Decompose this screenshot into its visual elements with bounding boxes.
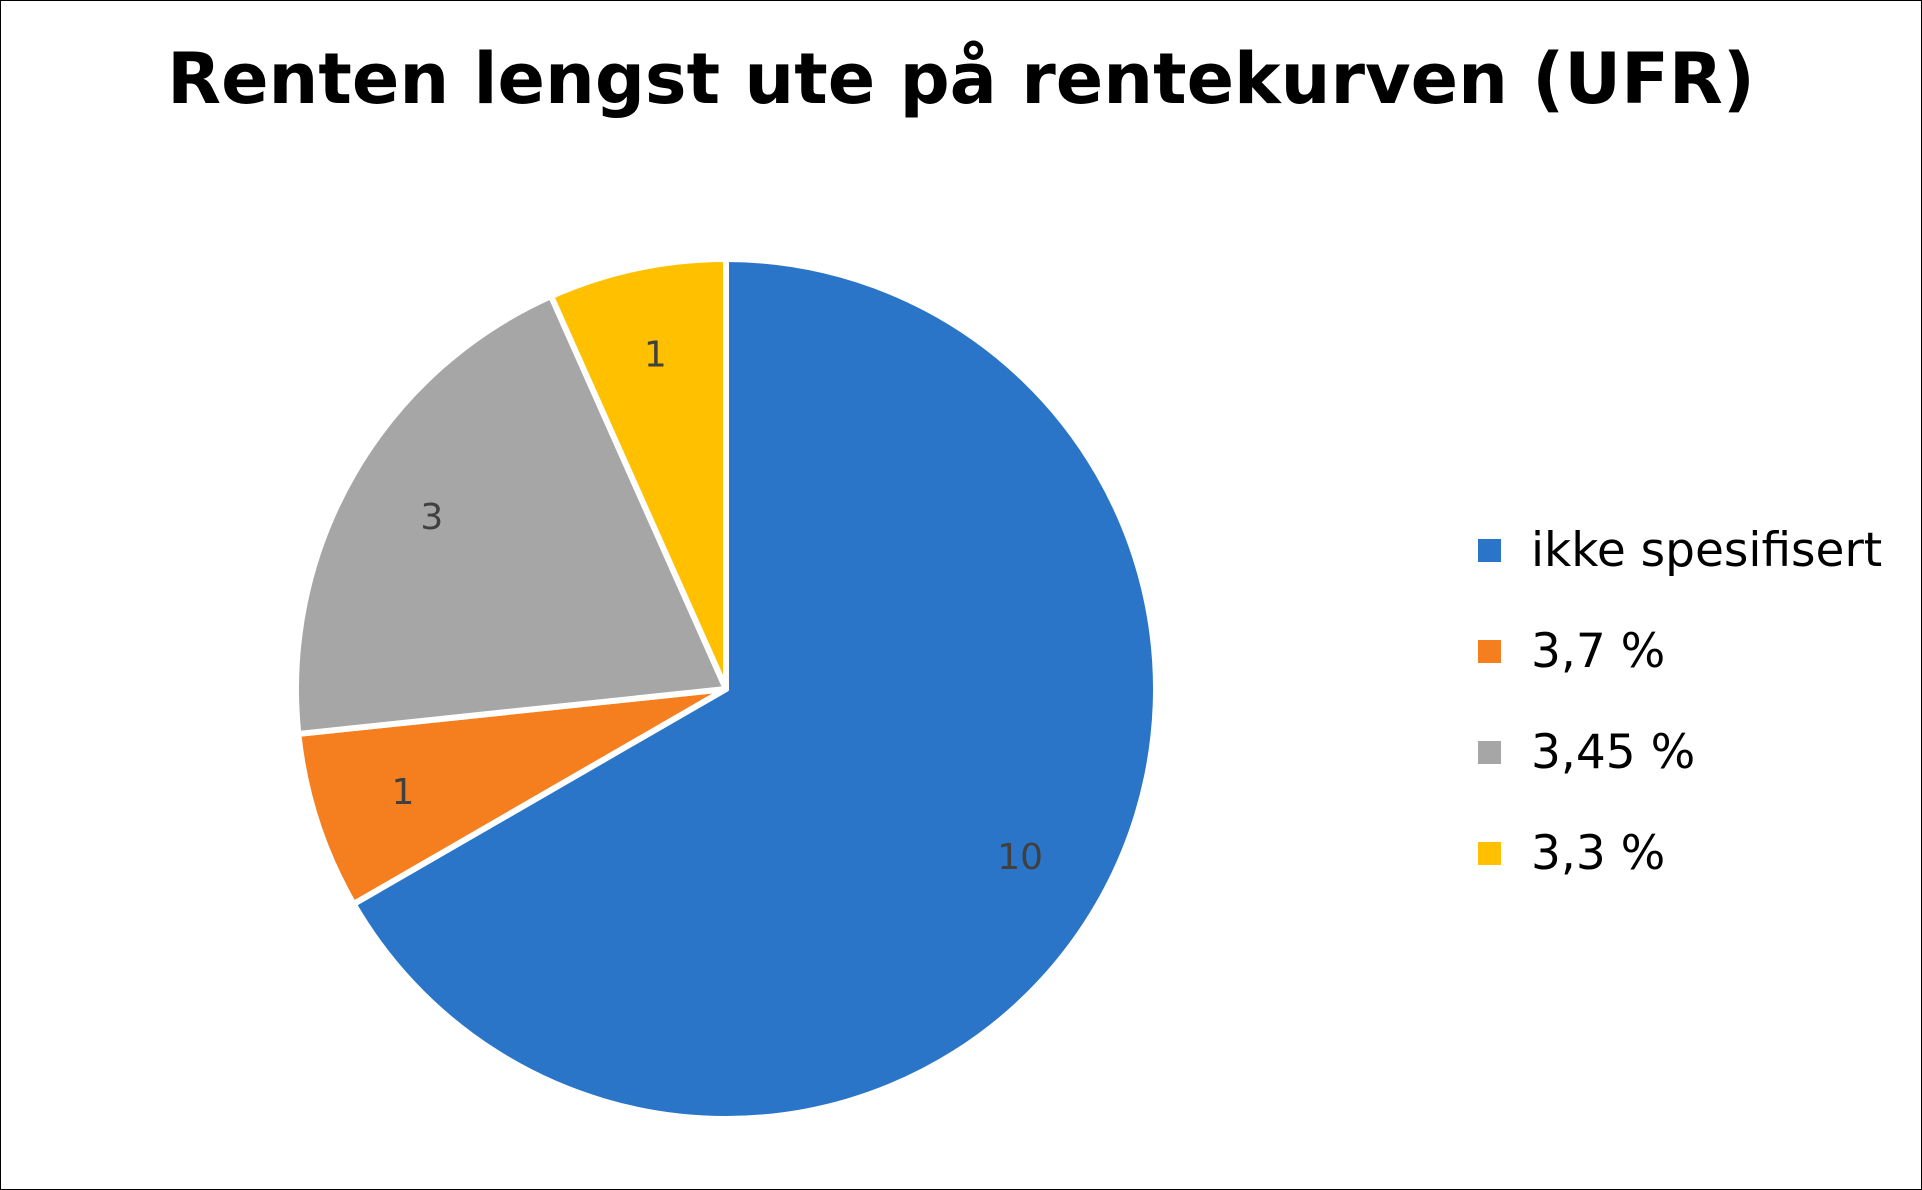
- legend-swatch-3-3: [1478, 842, 1501, 865]
- pie-data-label-3-7: 1: [391, 772, 414, 813]
- pie-slice-3-3: [548, 256, 729, 692]
- pie-slice-ikke-spesifisert: [350, 256, 1159, 1122]
- legend-label-3-45: 3,45 %: [1531, 725, 1696, 780]
- legend-label-3-3: 3,3 %: [1531, 826, 1666, 881]
- pie-data-label-ikke-spesifisert: 10: [997, 837, 1043, 878]
- chart-title: Renten lengst ute på rentekurven (UFR): [167, 38, 1755, 120]
- pie-data-label-3-45: 3: [420, 497, 443, 538]
- pie-data-labels: 10 1 3 1: [391, 335, 1043, 878]
- legend-label-ikke-spesifisert: ikke spesifisert: [1531, 523, 1883, 578]
- legend-item-ikke-spesifisert: ikke spesifisert: [1476, 500, 1916, 601]
- pie-slice-3-45: [293, 293, 729, 737]
- legend-swatch-3-7: [1478, 640, 1501, 663]
- legend-swatch-ikke-spesifisert: [1478, 539, 1501, 562]
- chart-legend: ikke spesifisert 3,7 % 3,45 % 3,3 %: [1476, 500, 1916, 904]
- legend-item-3-3: 3,3 %: [1476, 803, 1916, 904]
- pie-slice-3-7: [295, 686, 729, 907]
- legend-swatch-3-45: [1478, 741, 1501, 764]
- pie-slices: [293, 256, 1159, 1122]
- pie-data-label-3-3: 1: [644, 335, 667, 376]
- legend-label-3-7: 3,7 %: [1531, 624, 1666, 679]
- legend-item-3-45: 3,45 %: [1476, 702, 1916, 803]
- legend-item-3-7: 3,7 %: [1476, 601, 1916, 702]
